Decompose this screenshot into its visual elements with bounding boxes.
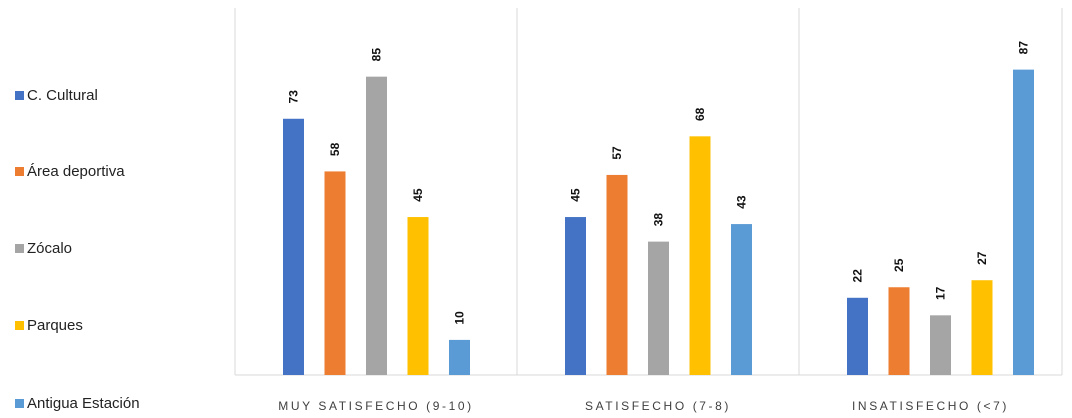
legend-swatch [15,91,24,100]
data-label: 87 [1017,41,1031,55]
bar [731,224,752,375]
legend-label: Zócalo [27,240,73,257]
bar [449,339,470,375]
data-label: 27 [975,251,989,265]
bar [930,315,951,375]
x-tick-label: MUY SATISFECHO (9-10) [278,399,474,413]
data-label: 43 [735,195,749,209]
legend-label: Antigua Estación [27,395,140,412]
bar [847,297,868,375]
bar [366,76,387,376]
legend-swatch [15,321,24,330]
bar [283,118,304,376]
bar [407,217,429,375]
data-label: 38 [652,213,666,227]
data-label: 57 [610,146,624,160]
data-label: 85 [370,48,384,62]
legend-item: C. Cultural [15,87,98,104]
bar [648,241,669,375]
x-tick-label: SATISFECHO (7-8) [585,399,731,413]
legend-label: C. Cultural [27,87,98,104]
bar [324,171,346,375]
legend-swatch [15,244,24,253]
bar [971,280,993,375]
legend-swatch [15,399,24,408]
data-label: 45 [411,188,425,202]
data-label: 73 [287,90,301,104]
bar [888,287,910,375]
bar [565,217,586,375]
data-label: 22 [851,269,865,283]
legend-item: Zócalo [15,240,72,257]
data-label: 17 [934,286,948,300]
legend-swatch [15,167,24,176]
legend-item: Antigua Estación [15,395,140,412]
x-tick-label: INSATISFECHO (<7) [852,399,1009,413]
data-label: 25 [892,258,906,272]
data-label: 68 [693,107,707,121]
legend-item: Área deportiva [15,163,125,180]
bar [1013,69,1034,375]
legend-label: Área deportiva [27,163,125,180]
bar [689,136,711,375]
bar [606,174,628,375]
legend-item: Parques [15,317,83,334]
data-label: 58 [328,142,342,156]
data-label: 45 [569,188,583,202]
data-label: 10 [453,311,467,325]
legend-label: Parques [27,317,83,334]
